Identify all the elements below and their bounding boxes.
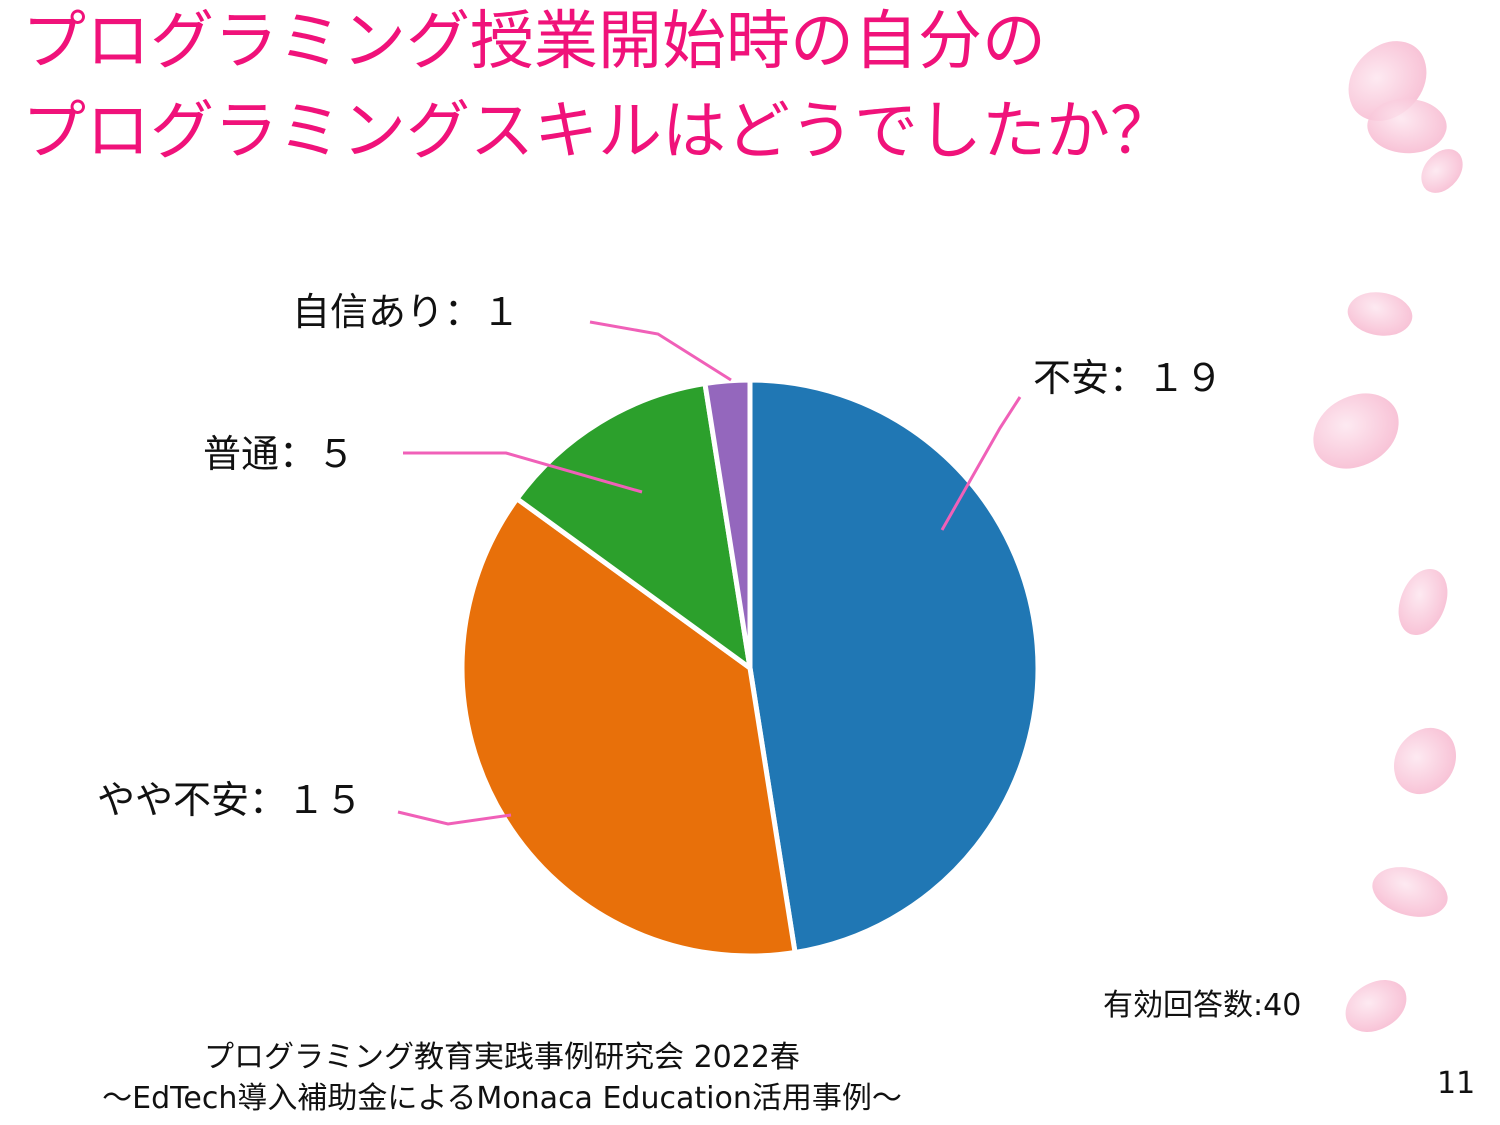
response-count: 有効回答数:40 xyxy=(1103,988,1302,1023)
footer-subtitle: ～EdTech導入補助金によるMonaca Education活用事例～ xyxy=(102,1081,902,1116)
pie-slice-futsu xyxy=(514,381,753,671)
leader-line-yaya-fuan xyxy=(397,810,512,826)
slide-title-line-2: プログラミングスキルはどうでしたか？ xyxy=(22,95,1174,169)
leader-line-jishin-ari xyxy=(589,320,732,382)
data-label-yaya-fuan: やや不安：１５ xyxy=(97,778,364,822)
data-label-futsu: 普通：５ xyxy=(203,432,356,476)
leader-line-fuan xyxy=(940,396,1022,531)
leader-line-futsu xyxy=(403,451,643,494)
page-number: 11 xyxy=(1437,1066,1476,1101)
footer-event-name: プログラミング教育実践事例研究会 2022春 xyxy=(204,1040,800,1075)
slide-title-line-1: プログラミング授業開始時の自分の xyxy=(22,5,1046,79)
pie-slice-jishin-ari xyxy=(702,377,753,671)
data-label-jishin-ari: 自信あり：１ xyxy=(292,290,521,334)
pie-slice-fuan xyxy=(747,377,1041,955)
pie-slice-yaya-fuan xyxy=(459,496,798,959)
data-label-fuan: 不安：１９ xyxy=(1033,356,1224,400)
